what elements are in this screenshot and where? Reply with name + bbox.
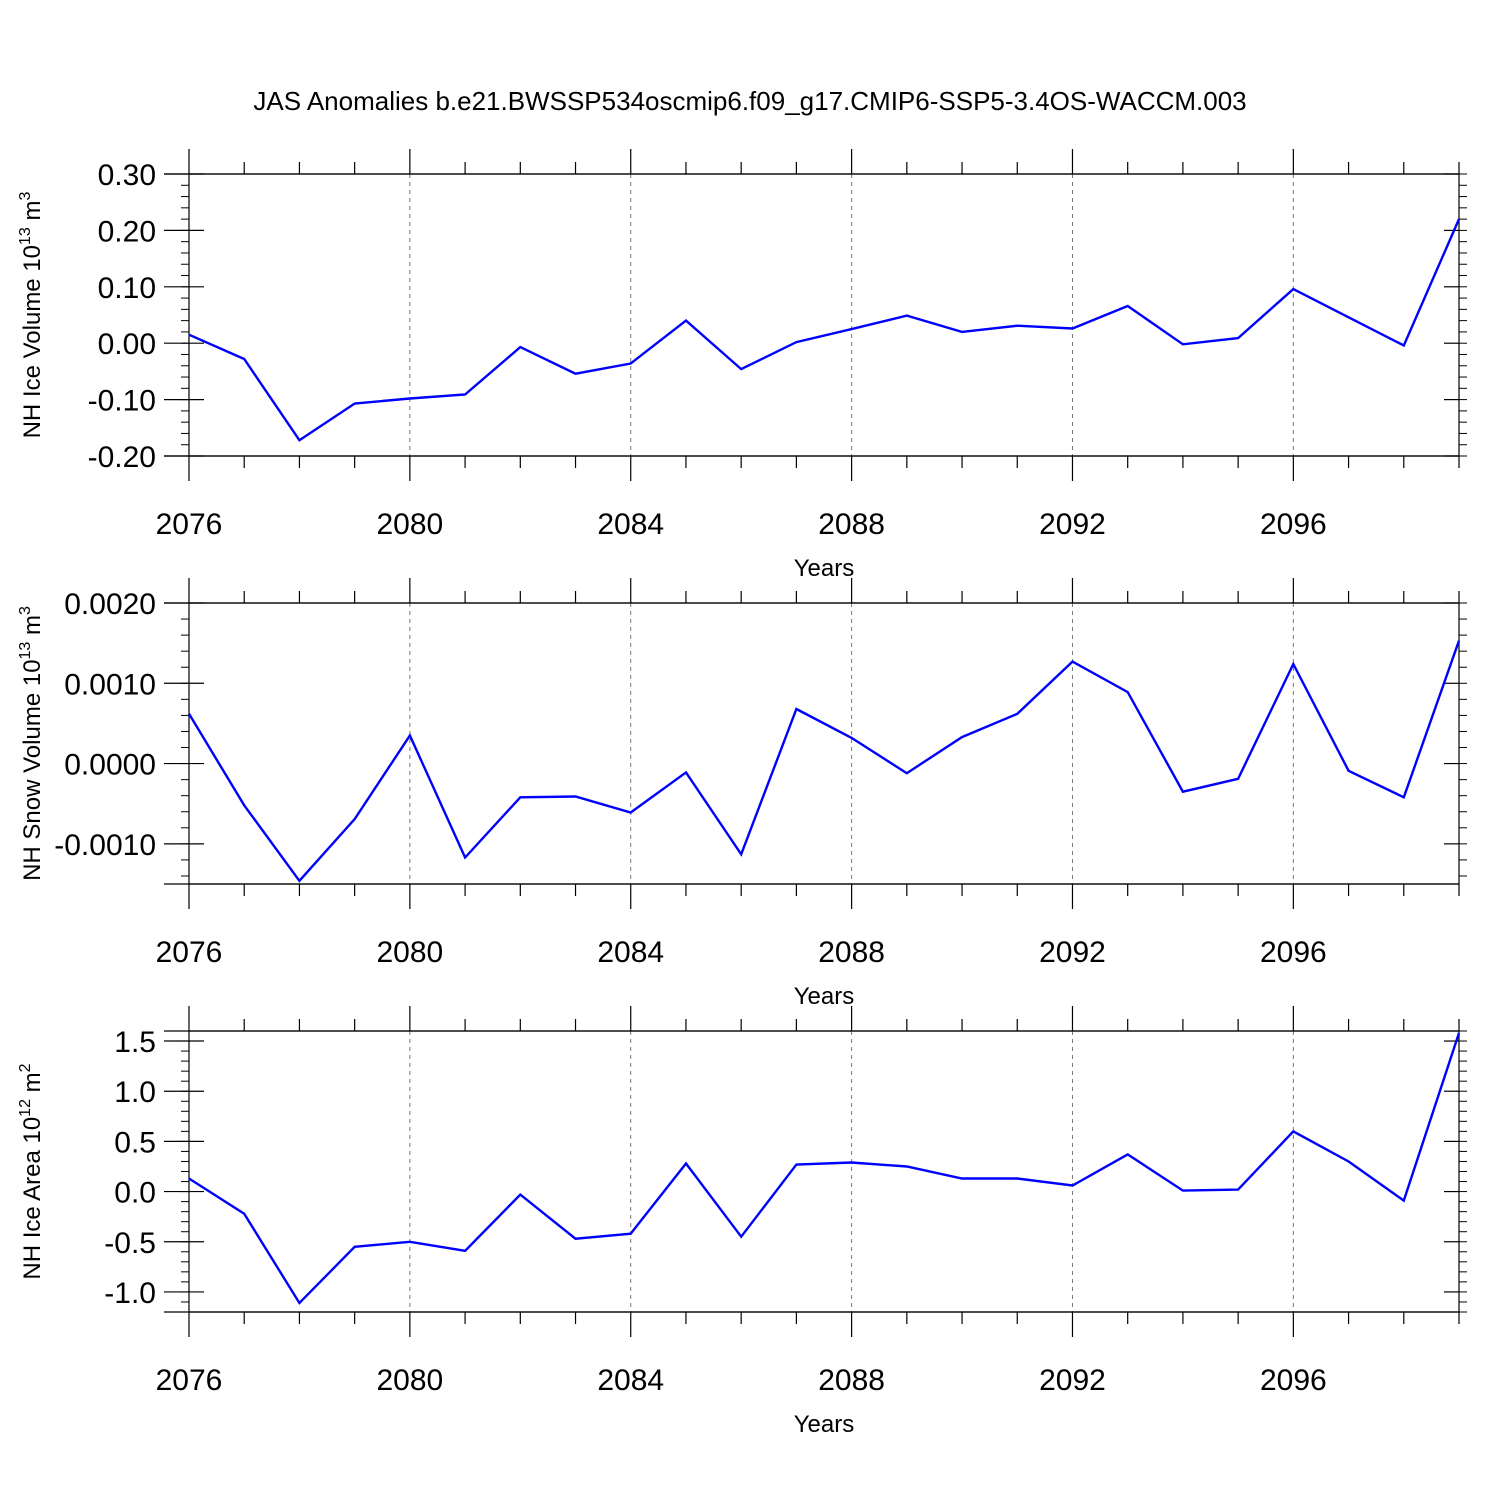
plot-frame xyxy=(188,173,1460,457)
y-axis-label-unit: m xyxy=(19,201,46,228)
chart-panel-2: 2076 2080 2084 2088 2092 2096 Years -0.0010 0.00… xyxy=(17,578,1467,1010)
figure-title: JAS Anomalies b.e21.BWSSP534oscmip6.f09_… xyxy=(253,86,1246,116)
x-axis-label: Years xyxy=(794,1411,855,1438)
y-tick-label-0-0: 0.0 xyxy=(114,1177,156,1210)
y-tick-label-0-00: 0.00 xyxy=(98,328,156,361)
y-axis-label-exponent: 13 xyxy=(17,227,34,245)
series-line xyxy=(188,218,1461,442)
y-axis-label-text: NH Ice Volume 10 xyxy=(19,245,46,438)
y-axis-label: NH Snow Volume 1013 m3 xyxy=(17,606,46,881)
x-tick-label-2080: 2080 xyxy=(376,508,443,541)
chart-panel-3: 2076 2080 2084 2088 2092 2096 Years -1.0 -0.5 0.0… xyxy=(17,1006,1467,1438)
y-axis-label-exponent: 13 xyxy=(17,642,34,660)
chart-panel-1: 2076 2080 2084 2088 2092 2096 Years -0.20 -0.10 0… xyxy=(17,149,1467,582)
panels: 2076 2080 2084 2088 2092 2096 Years -0.20 -0.10 0… xyxy=(17,149,1467,1438)
x-tick-label-2076: 2076 xyxy=(156,1364,223,1397)
y-tick-label-0-10: -0.10 xyxy=(88,385,156,418)
y-tick-label-0-10: 0.10 xyxy=(98,272,156,305)
y-axis-label-unit: m xyxy=(19,1072,46,1099)
x-tick-label-2084: 2084 xyxy=(597,1364,664,1397)
y-tick-label-1-0: -1.0 xyxy=(104,1277,156,1310)
y-axis-label-text: NH Ice Area 10 xyxy=(19,1117,46,1280)
series-line xyxy=(187,640,1461,883)
y-axis-label-unit-exponent: 3 xyxy=(17,192,34,201)
y-axis-label-exponent: 12 xyxy=(17,1099,34,1117)
x-tick-label-2088: 2088 xyxy=(818,936,885,969)
y-tick-label-0-5: -0.5 xyxy=(104,1227,156,1260)
x-tick-label-2096: 2096 xyxy=(1260,508,1327,541)
x-axis-label: Years xyxy=(794,555,855,582)
y-tick-label-1-0: 1.0 xyxy=(114,1076,156,1109)
y-tick-label-1-5: 1.5 xyxy=(114,1026,156,1059)
y-tick-label-0-0010: -0.0010 xyxy=(54,829,156,862)
x-tick-label-2088: 2088 xyxy=(818,1364,885,1397)
y-axis-label-unit: m xyxy=(19,615,46,642)
x-tick-label-2076: 2076 xyxy=(156,936,223,969)
x-axis-label: Years xyxy=(794,983,855,1010)
y-tick-label-0-0010: 0.0010 xyxy=(64,668,156,701)
y-tick-label-0-0020: 0.0020 xyxy=(64,588,156,621)
y-axis-label-unit-exponent: 2 xyxy=(17,1063,34,1072)
x-tick-label-2080: 2080 xyxy=(376,936,443,969)
plot-frame xyxy=(188,602,1460,885)
plot-frame xyxy=(188,1030,1460,1313)
x-tick-label-2092: 2092 xyxy=(1039,936,1106,969)
x-tick-label-2096: 2096 xyxy=(1260,1364,1327,1397)
series-line xyxy=(188,1032,1461,1305)
y-axis-label-text: NH Snow Volume 10 xyxy=(19,659,46,880)
y-tick-label-0-20: 0.20 xyxy=(98,215,156,248)
y-tick-label-0-30: 0.30 xyxy=(98,159,156,192)
x-tick-label-2092: 2092 xyxy=(1039,1364,1106,1397)
y-axis-label: NH Ice Volume 1013 m3 xyxy=(17,192,46,439)
y-tick-label-0-5: 0.5 xyxy=(114,1126,156,1159)
x-tick-label-2096: 2096 xyxy=(1260,936,1327,969)
x-tick-label-2092: 2092 xyxy=(1039,508,1106,541)
x-tick-label-2084: 2084 xyxy=(597,508,664,541)
y-axis-label-unit-exponent: 3 xyxy=(17,606,34,615)
x-tick-label-2080: 2080 xyxy=(376,1364,443,1397)
y-axis-label: NH Ice Area 1012 m2 xyxy=(17,1063,46,1279)
x-tick-label-2088: 2088 xyxy=(818,508,885,541)
y-tick-label-0-0000: 0.0000 xyxy=(64,749,156,782)
x-tick-label-2084: 2084 xyxy=(597,936,664,969)
x-tick-label-2076: 2076 xyxy=(156,508,223,541)
y-tick-label-0-20: -0.20 xyxy=(88,441,156,474)
